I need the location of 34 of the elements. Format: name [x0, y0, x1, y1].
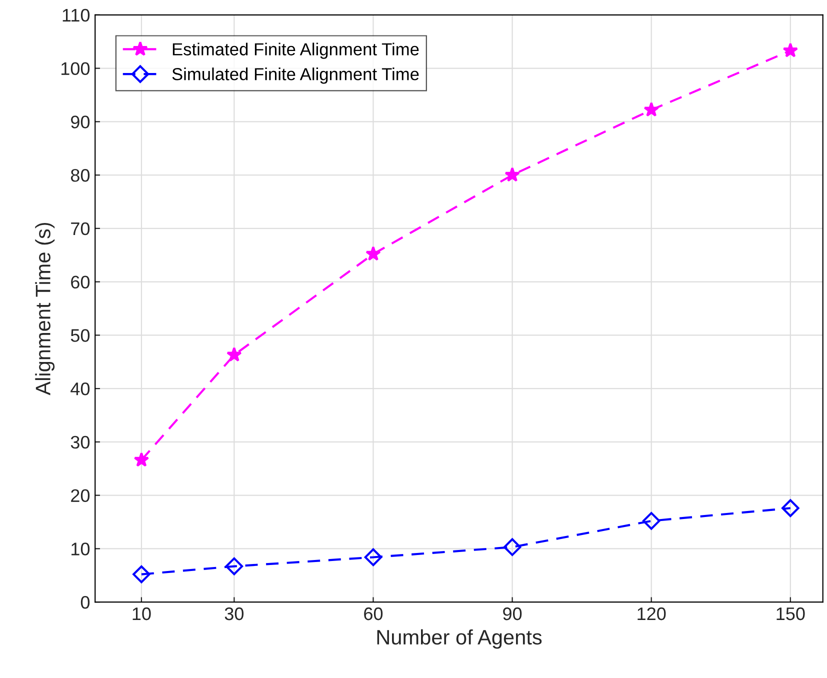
- x-tick-label: 150: [776, 607, 805, 620]
- legend-label: Simulated Finite Alignment Time: [172, 68, 419, 84]
- y-tick-label: 90: [71, 116, 90, 128]
- point: [134, 452, 150, 467]
- point: [782, 499, 800, 518]
- point: [644, 102, 660, 117]
- y-tick-label: 10: [72, 542, 90, 556]
- x-tick-label: 10: [132, 607, 151, 620]
- point: [782, 42, 798, 58]
- point: [364, 548, 382, 566]
- x-tick-label: 120: [638, 607, 666, 620]
- point: [132, 565, 150, 584]
- y-tick-label: 110: [62, 8, 90, 22]
- point: [225, 557, 244, 576]
- point: [503, 538, 522, 556]
- point: [226, 346, 242, 362]
- x-axis-title: Number of Agents: [377, 629, 542, 649]
- y-tick-label: 30: [70, 436, 90, 449]
- y-tick-label: 80: [70, 168, 90, 182]
- x-tick-label: 60: [364, 607, 383, 620]
- y-tick-label: 50: [70, 329, 90, 342]
- x-tick-label: 90: [503, 607, 522, 620]
- point: [504, 167, 520, 182]
- y-tick-label: 70: [71, 222, 90, 236]
- y-axis-title: Alignment Time (s): [35, 222, 55, 396]
- y-tick-label: 0: [80, 596, 90, 609]
- y-tick-label: 20: [71, 489, 90, 502]
- point: [642, 512, 660, 530]
- y-tick-label: 40: [70, 382, 90, 396]
- y-tick-label: 60: [71, 276, 90, 289]
- y-tick-label: 100: [62, 62, 90, 76]
- point: [366, 246, 381, 261]
- x-tick-label: 30: [224, 607, 244, 620]
- legend-label: Estimated Finite Alignment Time: [172, 42, 419, 59]
